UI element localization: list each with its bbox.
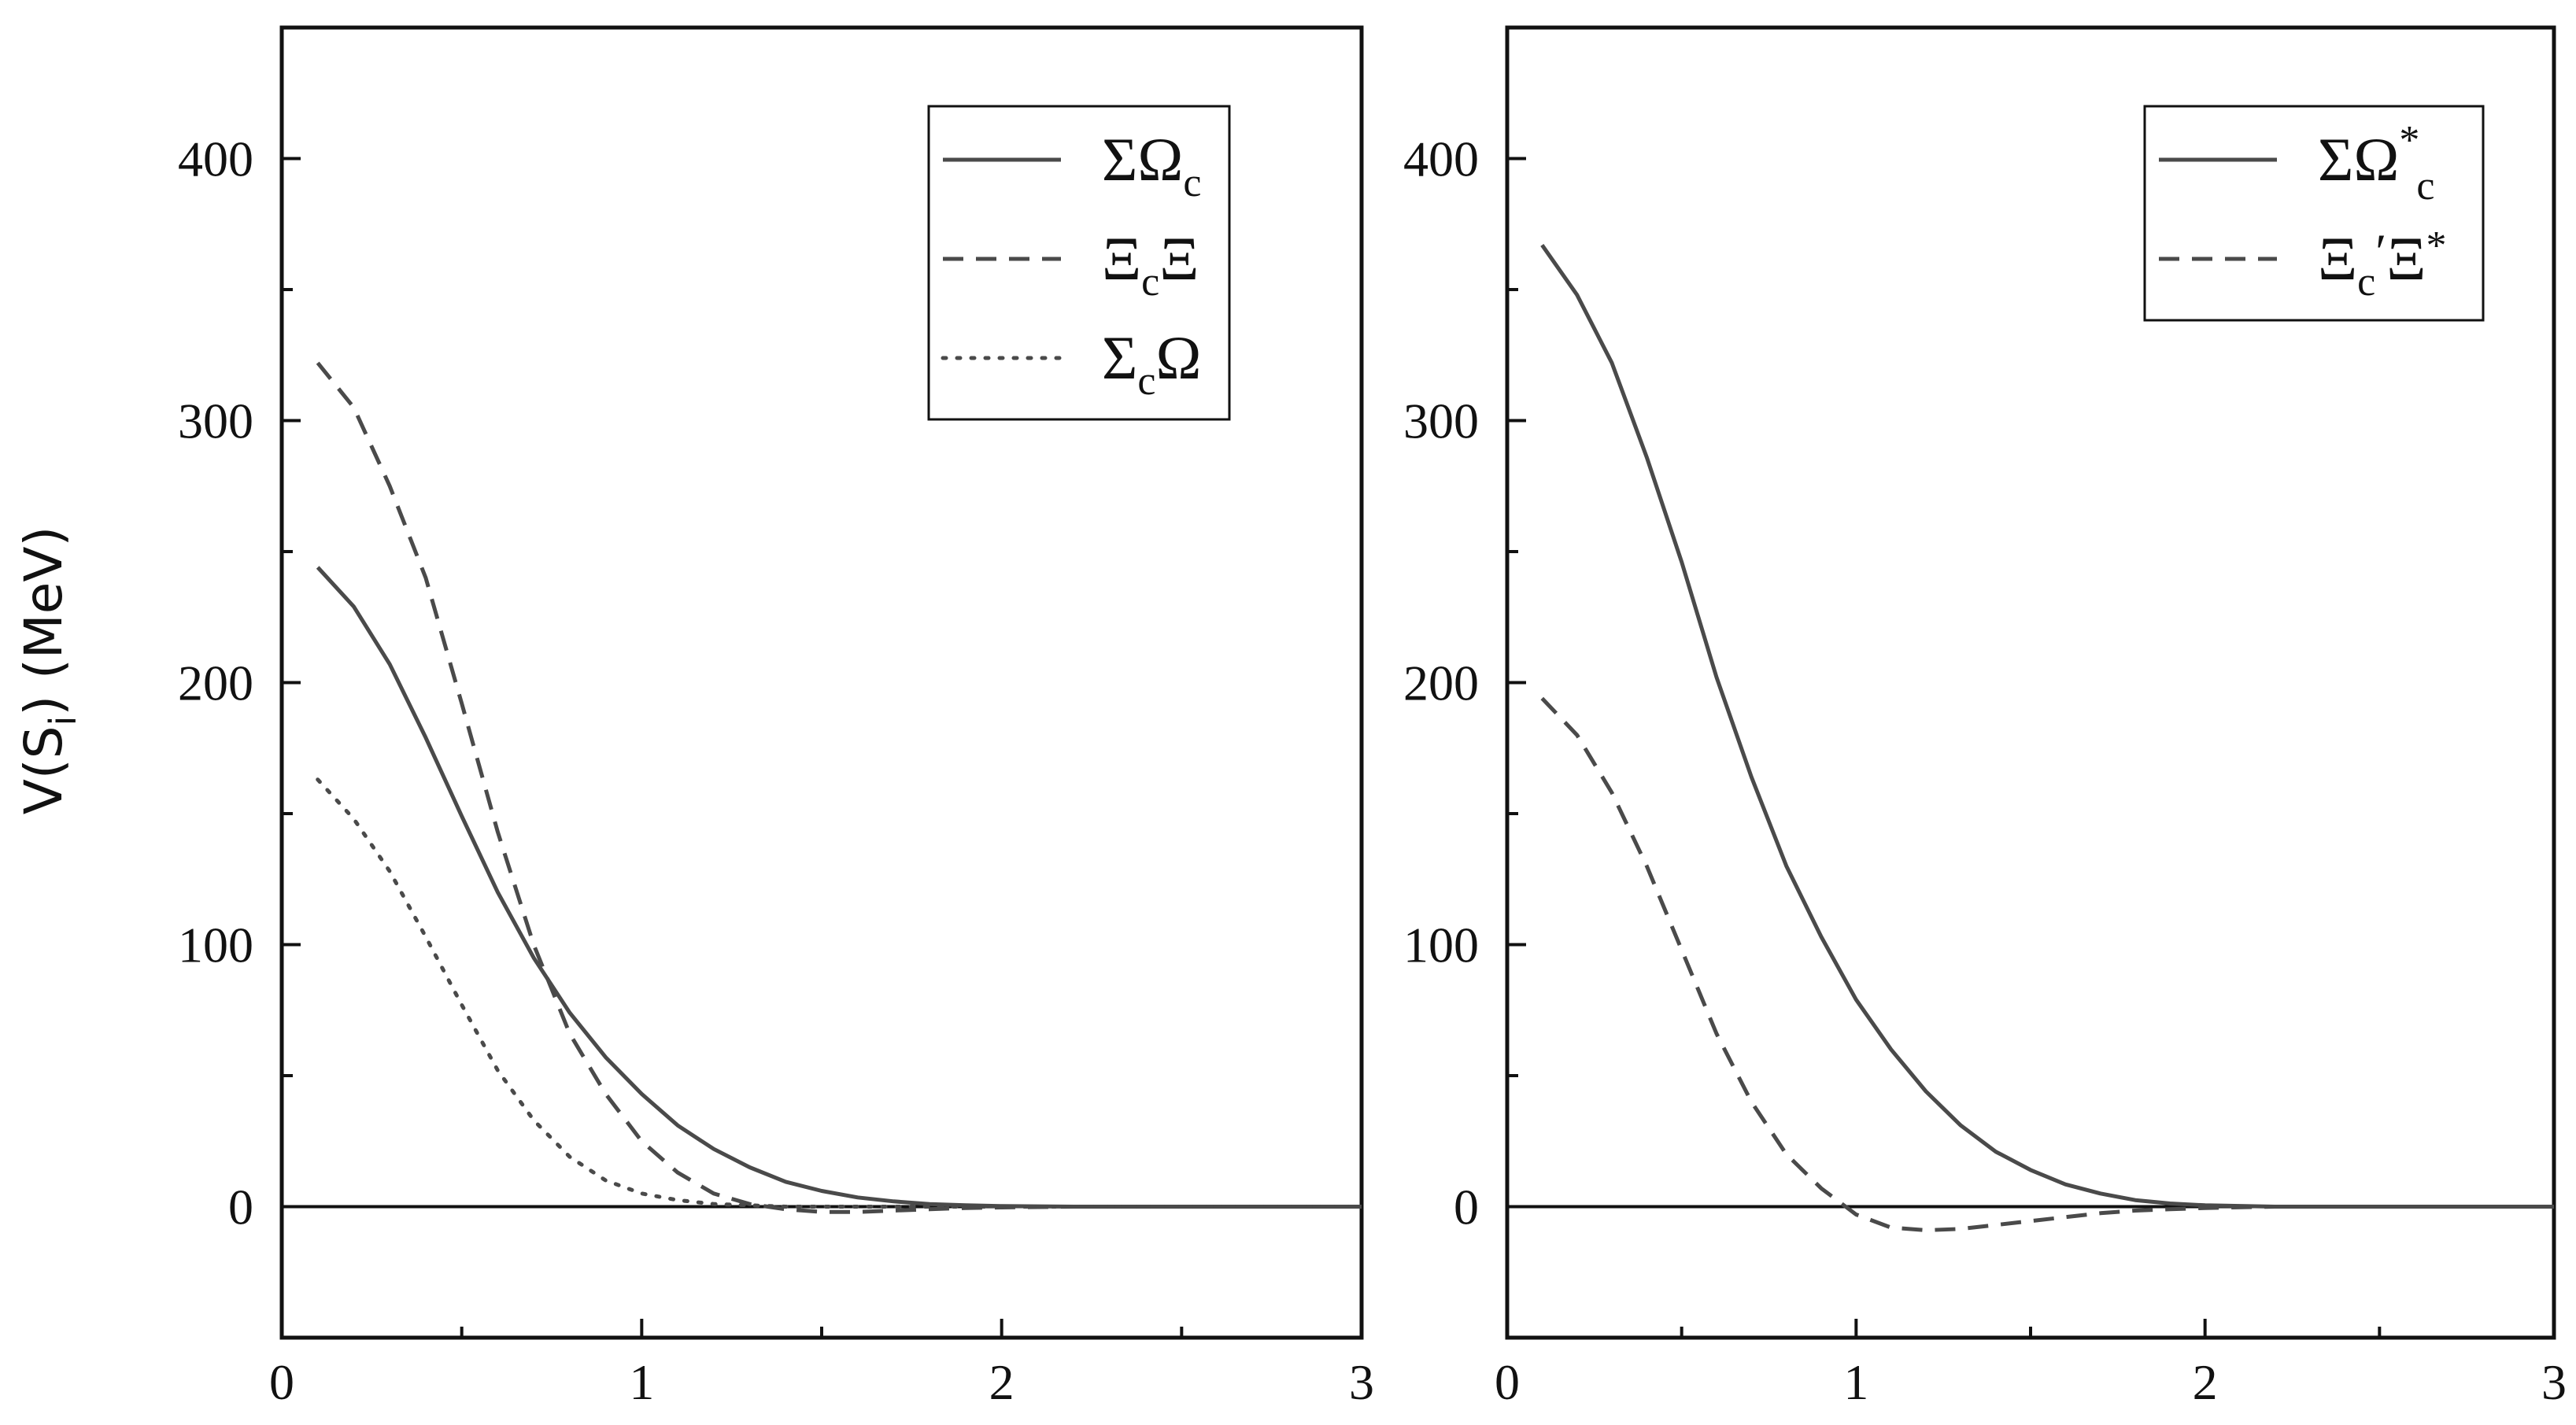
y-tick-label: 200 xyxy=(1403,655,1479,711)
y-axis-label: V(Si) (MeV) xyxy=(13,526,84,815)
panel-right: 0 1 2 3 0 100 200 300 400 ΣΩ* c Ξc′Ξ* xyxy=(1403,25,2567,1410)
y-tick-label: 0 xyxy=(1454,1180,1479,1235)
y-axis-title: V(Si) (MeV) xyxy=(13,526,84,815)
legend-label-2: ΞcΞ xyxy=(1102,224,1199,305)
legend-box xyxy=(2143,105,2485,322)
legend-label-1: ΣΩc xyxy=(1102,125,1201,205)
series-line-1 xyxy=(1540,243,2554,1209)
y-tick-label: 300 xyxy=(1403,393,1479,449)
y-tick-label: 100 xyxy=(178,917,253,973)
legend-label-1: ΣΩ* c xyxy=(2318,118,2434,209)
legend-label-2: Ξc′Ξ* xyxy=(2318,223,2446,305)
y-tick-label: 0 xyxy=(228,1180,253,1235)
y-tick-label: 100 xyxy=(1403,917,1479,973)
series-line-2 xyxy=(316,361,1362,1214)
legend: ΣΩ* c Ξc′Ξ* xyxy=(2143,105,2485,322)
y-tick-label: 200 xyxy=(178,655,253,711)
series-line-2 xyxy=(1540,696,2554,1232)
y-tick-label: 400 xyxy=(178,131,253,187)
y-tick-label: 400 xyxy=(1403,131,1479,187)
series-line-3 xyxy=(316,777,1364,1209)
legend: ΣΩc ΞcΞ ΣcΩ xyxy=(927,105,1231,421)
x-tick-label: 0 xyxy=(269,1354,294,1410)
x-tick-label: 0 xyxy=(1495,1354,1520,1410)
legend-label-3: ΣcΩ xyxy=(1102,323,1201,404)
x-tick-label: 3 xyxy=(2541,1354,2567,1410)
panel-left: 0 1 2 3 0 100 200 300 400 ΣΩc ΞcΞ ΣcΩ xyxy=(178,25,1374,1410)
series-line-1 xyxy=(316,566,1362,1209)
x-tick-label: 1 xyxy=(1843,1354,1868,1410)
x-tick-label: 3 xyxy=(1349,1354,1374,1410)
x-tick-label: 1 xyxy=(629,1354,654,1410)
y-tick-label: 300 xyxy=(178,393,253,449)
x-tick-label: 2 xyxy=(2193,1354,2218,1410)
x-tick-label: 2 xyxy=(989,1354,1015,1410)
